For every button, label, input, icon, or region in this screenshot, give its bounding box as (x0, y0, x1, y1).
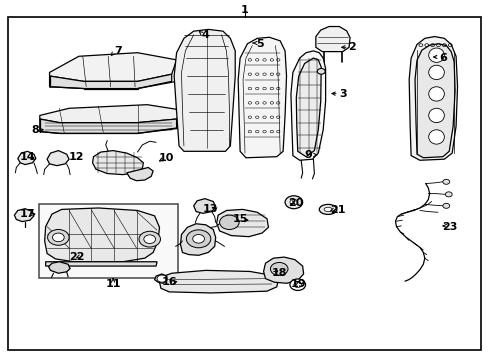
Text: 6: 6 (439, 53, 447, 63)
Polygon shape (155, 274, 167, 283)
Ellipse shape (285, 196, 303, 209)
Polygon shape (49, 53, 176, 81)
Ellipse shape (443, 203, 450, 208)
Polygon shape (49, 262, 70, 273)
Polygon shape (40, 119, 176, 134)
Text: 23: 23 (442, 222, 458, 231)
Ellipse shape (429, 130, 444, 144)
Text: 5: 5 (256, 39, 264, 49)
Ellipse shape (290, 279, 306, 291)
Polygon shape (409, 37, 458, 160)
Ellipse shape (324, 207, 332, 212)
Polygon shape (40, 105, 181, 123)
Polygon shape (316, 27, 350, 51)
Polygon shape (194, 199, 216, 213)
Polygon shape (180, 224, 216, 255)
Text: 12: 12 (69, 152, 84, 162)
Polygon shape (217, 210, 269, 237)
Text: 17: 17 (20, 209, 35, 219)
Text: 4: 4 (202, 30, 210, 40)
Text: 1: 1 (241, 5, 249, 15)
Polygon shape (46, 262, 157, 266)
Text: 8: 8 (31, 125, 39, 135)
Text: 15: 15 (232, 215, 248, 224)
Text: 20: 20 (289, 198, 304, 208)
Text: 9: 9 (305, 150, 313, 160)
Ellipse shape (157, 275, 167, 282)
Ellipse shape (429, 48, 444, 62)
Ellipse shape (144, 235, 156, 243)
Text: 7: 7 (114, 46, 122, 56)
Text: 10: 10 (159, 153, 174, 163)
Text: 18: 18 (271, 268, 287, 278)
Ellipse shape (445, 192, 452, 197)
Polygon shape (49, 74, 172, 89)
Polygon shape (127, 167, 153, 181)
Text: 22: 22 (69, 252, 84, 262)
Ellipse shape (193, 234, 204, 243)
Ellipse shape (52, 233, 64, 242)
Polygon shape (93, 150, 144, 175)
Text: 11: 11 (105, 279, 121, 289)
Ellipse shape (48, 229, 69, 245)
Polygon shape (296, 58, 321, 157)
Ellipse shape (294, 282, 302, 288)
Polygon shape (174, 30, 235, 151)
Bar (39, 204, 178, 278)
Text: 2: 2 (348, 42, 356, 52)
Polygon shape (18, 151, 36, 165)
Polygon shape (45, 208, 159, 262)
Ellipse shape (139, 231, 160, 247)
Ellipse shape (443, 179, 450, 184)
Text: 14: 14 (20, 152, 35, 162)
Ellipse shape (290, 199, 298, 205)
Text: 19: 19 (291, 279, 307, 289)
Text: 13: 13 (203, 204, 219, 214)
Ellipse shape (270, 262, 288, 275)
Ellipse shape (319, 204, 337, 215)
Polygon shape (14, 209, 34, 222)
Ellipse shape (220, 215, 239, 229)
Text: 16: 16 (161, 277, 177, 287)
Polygon shape (415, 44, 455, 158)
Ellipse shape (186, 230, 211, 248)
Polygon shape (238, 37, 287, 158)
Text: 21: 21 (330, 206, 345, 216)
Ellipse shape (429, 87, 444, 101)
Polygon shape (264, 257, 304, 283)
Polygon shape (159, 270, 278, 293)
Ellipse shape (429, 65, 444, 80)
Polygon shape (291, 51, 326, 160)
Polygon shape (47, 150, 69, 166)
Ellipse shape (318, 68, 325, 74)
Ellipse shape (429, 108, 444, 123)
Text: 3: 3 (339, 89, 346, 99)
